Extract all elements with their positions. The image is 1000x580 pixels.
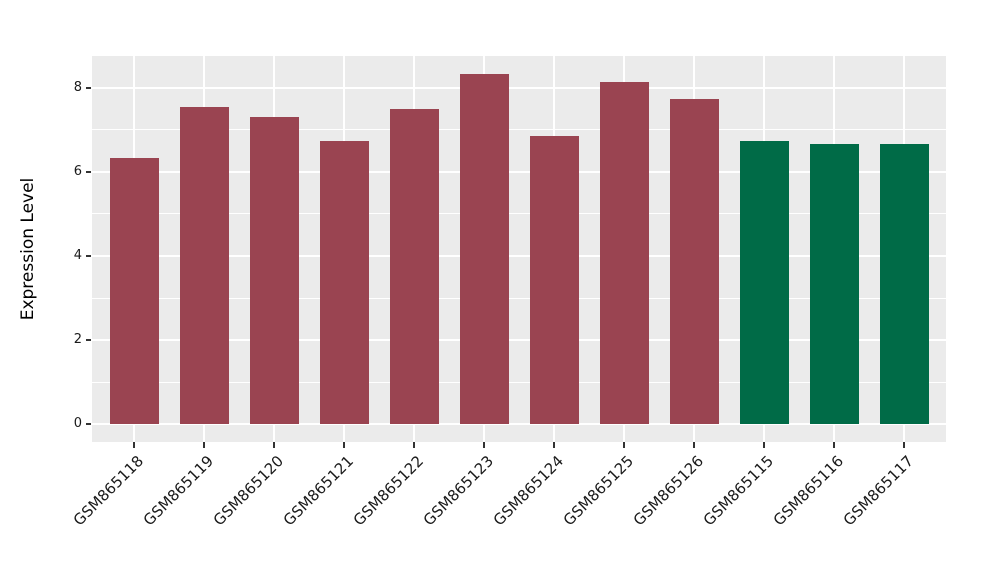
y-tick-label: 6	[73, 163, 82, 179]
x-tick-mark	[203, 442, 205, 448]
y-tick-mark	[86, 423, 91, 426]
y-tick-label: 0	[73, 416, 82, 432]
bar-GSM865115	[740, 141, 789, 425]
bar-GSM865122	[390, 109, 439, 425]
x-tick-mark	[623, 442, 625, 448]
bar-GSM865121	[320, 141, 369, 425]
y-axis-title: Expression Level	[18, 177, 38, 321]
x-tick-mark	[903, 442, 905, 448]
y-tick-label: 2	[73, 332, 82, 348]
x-tick-label: GSM865115	[699, 452, 777, 530]
x-tick-mark	[483, 442, 485, 448]
x-tick-label: GSM865116	[769, 452, 847, 530]
x-tick-label: GSM865122	[349, 452, 427, 530]
gridline-major-horizontal	[92, 339, 946, 342]
x-tick-mark	[553, 442, 555, 448]
y-tick-mark	[86, 170, 91, 173]
x-tick-mark	[763, 442, 765, 448]
gridline-major-horizontal	[92, 86, 946, 89]
x-tick-label: GSM865121	[279, 452, 357, 530]
bar-GSM865120	[250, 117, 299, 425]
y-tick-label: 8	[73, 79, 82, 95]
x-tick-label: GSM865125	[559, 452, 637, 530]
x-tick-label: GSM865126	[629, 452, 707, 530]
plot-panel	[92, 56, 946, 442]
gridline-major-horizontal	[92, 254, 946, 257]
x-tick-mark	[343, 442, 345, 448]
gridline-minor-horizontal	[92, 297, 946, 299]
x-tick-mark	[413, 442, 415, 448]
bar-GSM865126	[670, 99, 719, 425]
y-tick-mark	[86, 339, 91, 342]
gridline-minor-horizontal	[92, 381, 946, 383]
x-tick-label: GSM865119	[139, 452, 217, 530]
bar-GSM865117	[880, 144, 929, 425]
gridline-major-horizontal	[92, 423, 946, 426]
x-tick-mark	[273, 442, 275, 448]
x-tick-label: GSM865120	[209, 452, 287, 530]
x-tick-label: GSM865118	[69, 452, 147, 530]
bar-GSM865124	[530, 135, 579, 425]
bar-GSM865116	[810, 143, 859, 425]
bar-GSM865118	[110, 158, 159, 425]
x-tick-label: GSM865123	[419, 452, 497, 530]
bar-GSM865119	[180, 106, 229, 425]
x-tick-label: GSM865124	[489, 452, 567, 530]
y-tick-mark	[86, 254, 91, 257]
gridline-minor-horizontal	[92, 213, 946, 215]
x-tick-mark	[833, 442, 835, 448]
gridline-major-horizontal	[92, 170, 946, 173]
y-tick-mark	[86, 86, 91, 89]
y-tick-label: 4	[73, 247, 82, 263]
x-tick-mark	[133, 442, 135, 448]
x-tick-label: GSM865117	[839, 452, 917, 530]
x-tick-mark	[693, 442, 695, 448]
gridline-minor-horizontal	[92, 129, 946, 131]
bar-GSM865123	[460, 73, 509, 425]
bar-GSM865125	[600, 82, 649, 425]
